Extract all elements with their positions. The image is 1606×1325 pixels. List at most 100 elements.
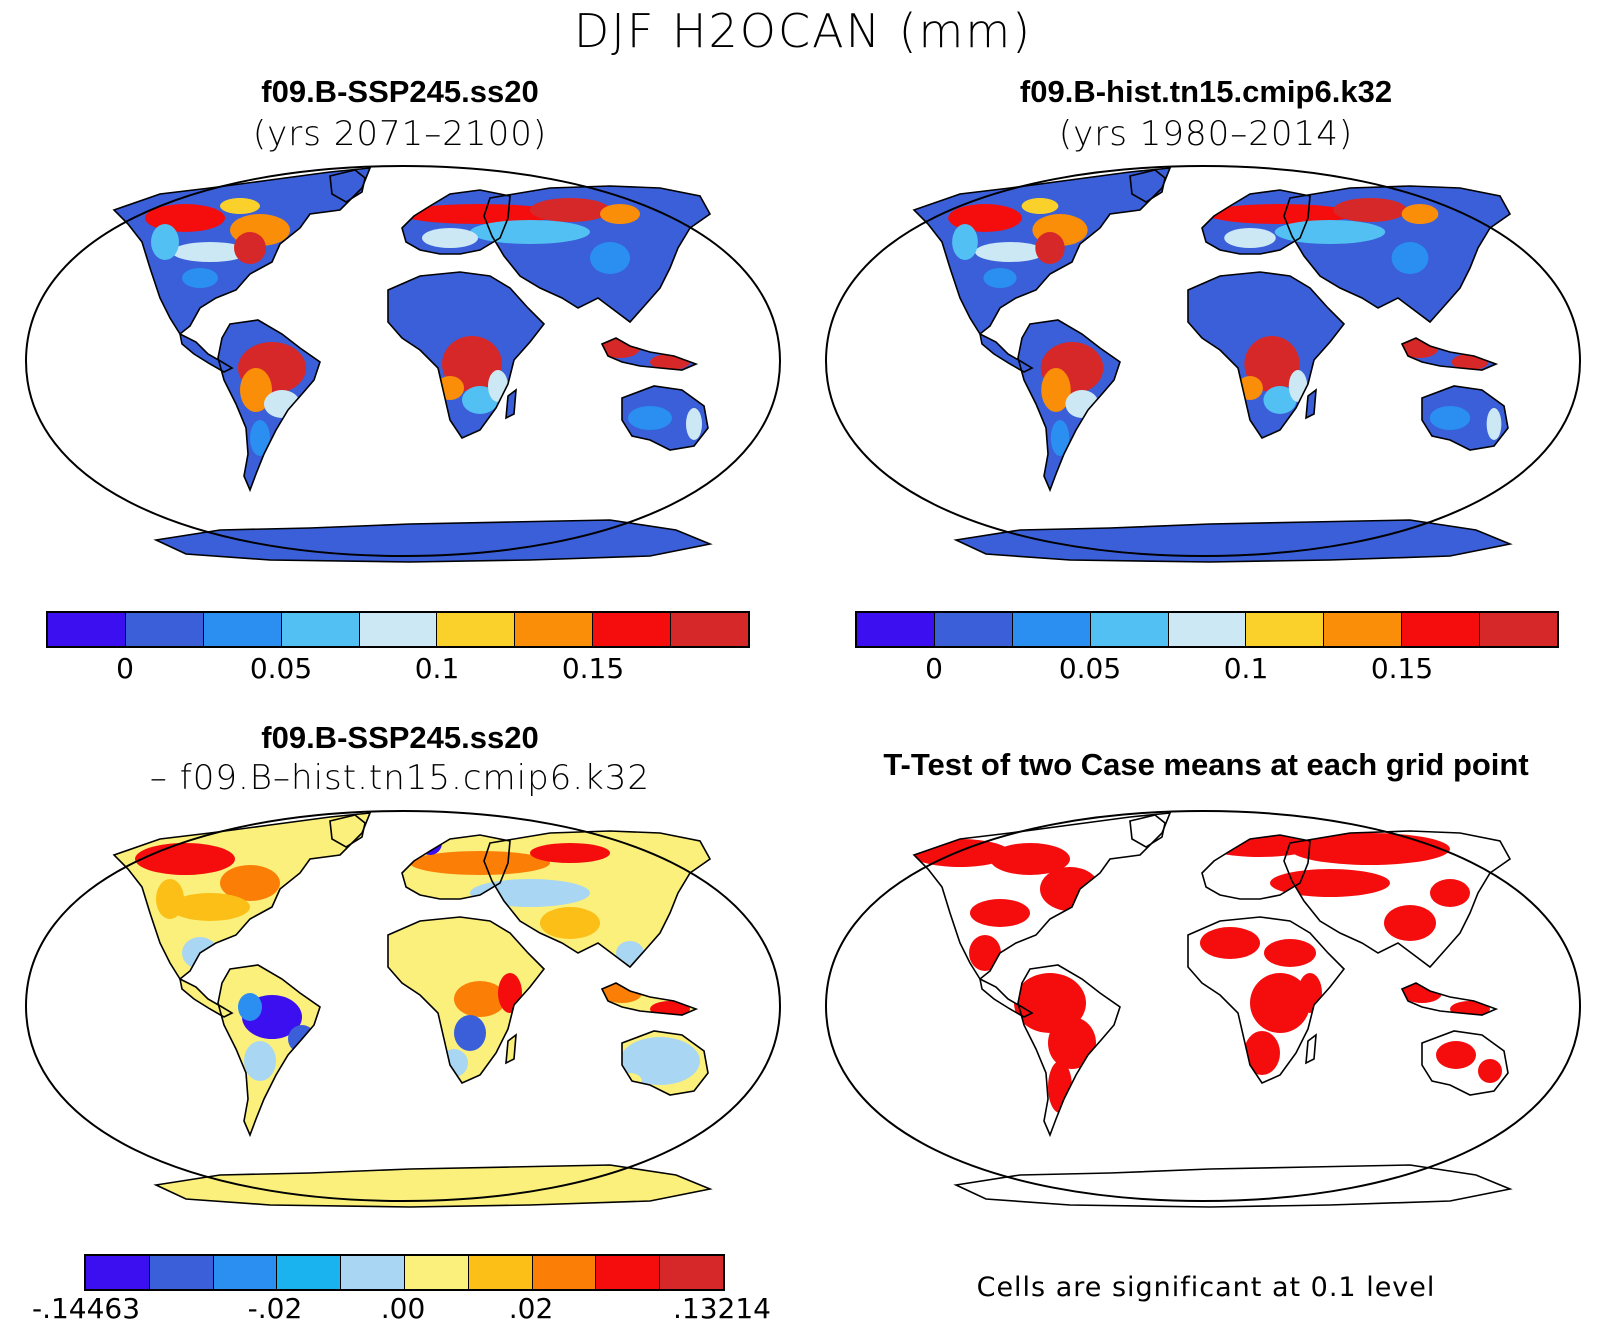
coastline-europe <box>1201 834 1311 900</box>
colorbar-swatch <box>934 613 1013 646</box>
coastline-australia <box>1421 385 1509 451</box>
map-ttest-significance <box>824 809 1582 1208</box>
coastline-australia <box>621 1030 709 1096</box>
coastline-antarctica <box>953 519 1513 563</box>
colorbar-swatch <box>125 613 204 646</box>
colorbar-swatch <box>515 613 594 646</box>
coastline-madagascar <box>505 388 517 420</box>
map-border <box>824 164 1582 558</box>
colorbar-swatch <box>281 613 360 646</box>
colorbar-swatch <box>341 1256 405 1289</box>
coastline-camerica <box>178 332 234 373</box>
coastline-asia <box>1283 185 1512 324</box>
panel-subtitle-top-left: (yrs 2071–2100) <box>252 114 548 154</box>
coastline-asia <box>1283 830 1512 969</box>
coastline-madagascar <box>505 1033 517 1065</box>
coastline-indonesia <box>1400 337 1499 371</box>
coastline-europe <box>1201 189 1311 255</box>
coastline-samerica <box>1017 964 1121 1138</box>
coastline-greenland <box>329 169 366 203</box>
coastline-indonesia <box>600 337 699 371</box>
coastline-indonesia <box>600 982 699 1016</box>
coastline-samerica <box>217 964 321 1138</box>
colorbar-swatch <box>149 1256 214 1289</box>
coastline-namerica <box>112 167 372 336</box>
coastline-namerica <box>912 812 1172 981</box>
colorbar-swatch <box>1168 613 1247 646</box>
colorbar-swatch <box>596 1256 661 1289</box>
coastline-africa <box>1187 271 1346 440</box>
coastline-antarctica <box>153 1164 713 1208</box>
panel-title-bottom-right: T-Test of two Case means at each grid po… <box>883 747 1529 782</box>
map-future-mean <box>24 164 782 563</box>
colorbar-swatch <box>48 613 126 646</box>
colorbar-swatch <box>203 613 282 646</box>
panel-title-top-left: f09.B-SSP245.ss20 <box>261 74 539 109</box>
coastline-indonesia <box>1400 982 1499 1016</box>
coastline-greenland <box>329 814 366 848</box>
coastline-asia <box>483 830 712 969</box>
colorbar-label: 0.15 <box>561 652 625 685</box>
colorbar-swatch <box>532 1256 597 1289</box>
colorbar-swatch <box>1480 613 1558 646</box>
map-historical-mean <box>824 164 1582 563</box>
colorbar-swatch <box>1090 613 1169 646</box>
map-border <box>24 164 782 558</box>
coastline-namerica <box>912 167 1172 336</box>
coastline-australia <box>1421 1030 1509 1096</box>
colorbar-historical-mean <box>855 611 1559 648</box>
colorbar-label: 0.1 <box>414 652 460 685</box>
colorbar-swatch <box>1402 613 1481 646</box>
coastline-camerica <box>978 332 1034 373</box>
colorbar-swatch <box>1324 613 1403 646</box>
colorbar-swatch <box>404 1256 469 1289</box>
colorbar-swatch <box>359 613 438 646</box>
coastline-madagascar <box>1305 388 1317 420</box>
colorbar-label: 0 <box>116 652 134 685</box>
panel-subtitle-top-right: (yrs 1980–2014) <box>1058 114 1354 154</box>
colorbar-label: 0.05 <box>249 652 313 685</box>
coastline-samerica <box>1017 319 1121 493</box>
colorbar-future-mean <box>46 611 750 648</box>
colorbar-label: 0.05 <box>1058 652 1122 685</box>
colorbar-swatch <box>468 1256 533 1289</box>
coastline-samerica <box>217 319 321 493</box>
coastline-africa <box>1187 916 1346 1085</box>
significance-note: Cells are significant at 0.1 level <box>976 1272 1436 1303</box>
colorbar-label: .13214 <box>673 1292 771 1325</box>
map-difference <box>24 809 782 1208</box>
coastline-antarctica <box>153 519 713 563</box>
coastline-madagascar <box>1305 1033 1317 1065</box>
colorbar-label: -.14463 <box>31 1292 141 1325</box>
colorbar-swatch <box>277 1256 342 1289</box>
coastline-namerica <box>112 812 372 981</box>
colorbar-difference <box>84 1254 725 1291</box>
colorbar-swatch <box>671 613 749 646</box>
map-border <box>824 809 1582 1203</box>
panel-title-top-right: f09.B-hist.tn15.cmip6.k32 <box>1019 74 1393 109</box>
coastline-camerica <box>978 977 1034 1018</box>
coastline-africa <box>387 916 546 1085</box>
colorbar-swatch <box>660 1256 723 1289</box>
colorbar-swatch <box>213 1256 278 1289</box>
panel-subtitle-bottom-left: – f09.B–hist.tn15.cmip6.k32 <box>149 758 651 798</box>
colorbar-label: .02 <box>508 1292 554 1325</box>
coastline-asia <box>483 185 712 324</box>
coastline-greenland <box>1129 169 1166 203</box>
coastline-antarctica <box>953 1164 1513 1208</box>
colorbar-label: .00 <box>380 1292 426 1325</box>
colorbar-swatch <box>857 613 935 646</box>
coastline-europe <box>401 834 511 900</box>
coastline-australia <box>621 385 709 451</box>
map-border <box>24 809 782 1203</box>
panel-title-bottom-left: f09.B-SSP245.ss20 <box>261 720 539 755</box>
figure-title: DJF H2OCAN (mm) <box>573 4 1033 58</box>
coastline-europe <box>401 189 511 255</box>
colorbar-label: 0.1 <box>1223 652 1269 685</box>
colorbar-label: -.02 <box>247 1292 303 1325</box>
colorbar-swatch <box>593 613 672 646</box>
coastline-camerica <box>178 977 234 1018</box>
coastline-greenland <box>1129 814 1166 848</box>
colorbar-swatch <box>86 1256 150 1289</box>
colorbar-label: 0 <box>925 652 943 685</box>
